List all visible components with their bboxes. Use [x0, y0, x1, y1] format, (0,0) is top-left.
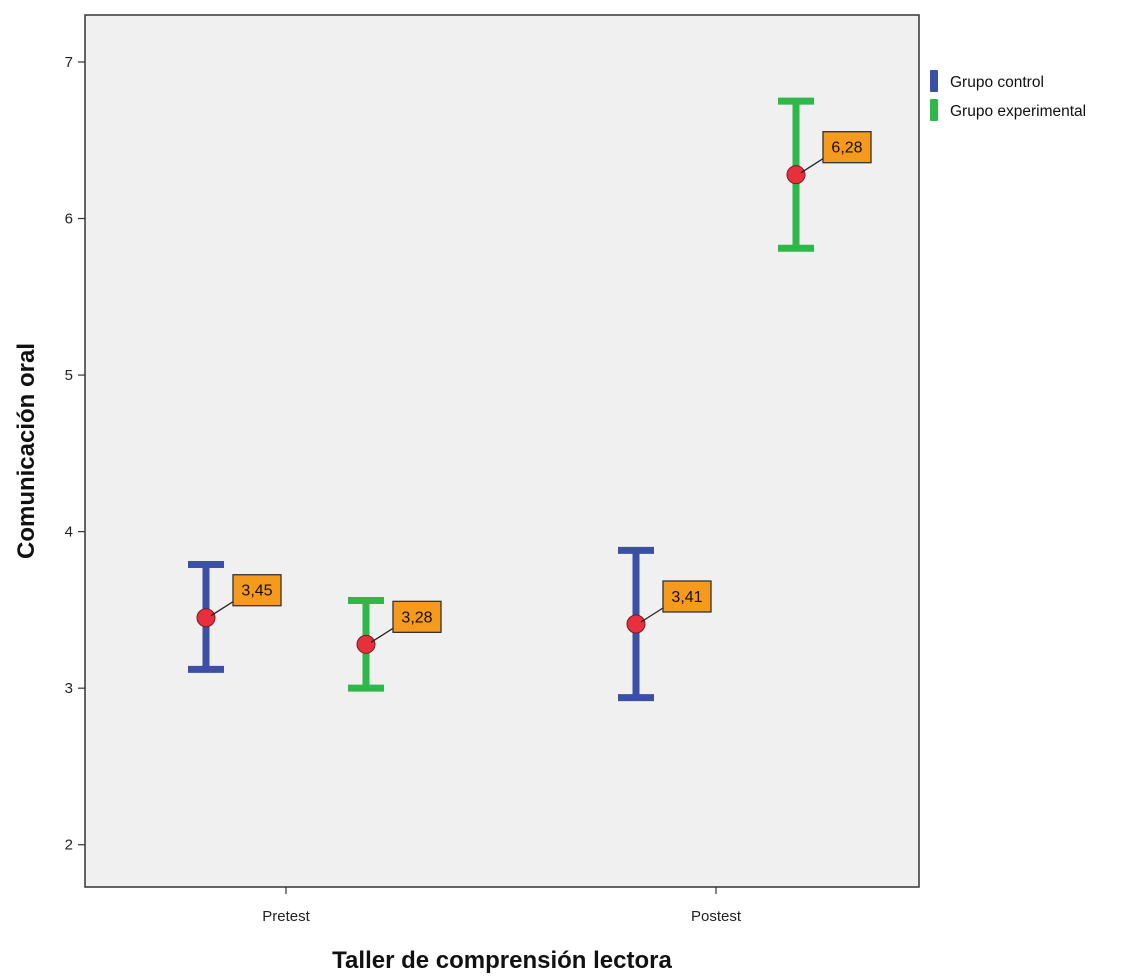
plot-area [84, 14, 920, 888]
legend-swatch-grupo-control [930, 70, 938, 92]
y-tick-label-5: 5 [65, 367, 73, 384]
data-label-grupo-experimental-pretest: 3,28 [370, 600, 442, 643]
error-bar-grupo-experimental-pretest [348, 597, 384, 692]
y-tick-label-2: 2 [65, 837, 73, 854]
legend-swatch-grupo-experimental [930, 99, 938, 121]
legend-label-grupo-experimental: Grupo experimental [950, 103, 1086, 120]
x-axis-title: Taller de comprensión lectora [332, 947, 672, 974]
y-tick-label-4: 4 [65, 524, 73, 541]
x-tick-label-postest: Postest [691, 908, 742, 925]
data-label-text: 3,28 [401, 609, 432, 626]
data-label-grupo-control-pretest: 3,45 [210, 574, 282, 617]
error-bar-grupo-control-pretest [188, 561, 224, 673]
error-bar-grupo-control-postest [618, 546, 654, 702]
data-label-leader [370, 627, 394, 643]
y-tick-label-3: 3 [65, 680, 73, 697]
mean-marker-grupo-control-pretest [196, 608, 216, 628]
error-bar-grupo-experimental-postest [778, 97, 814, 252]
legend[interactable]: Grupo control Grupo experimental [930, 70, 1086, 121]
data-label-leader [210, 601, 234, 617]
data-label-box [392, 600, 442, 633]
series-layer [188, 97, 814, 702]
x-tick-label-pretest: Pretest [262, 908, 310, 925]
y-axis: 2 3 4 5 6 7 [65, 54, 85, 854]
data-label-text: 3,41 [671, 589, 702, 606]
data-label-grupo-control-postest: 3,41 [640, 580, 712, 623]
x-axis: Pretest Postest [262, 887, 742, 925]
mean-marker-grupo-experimental-pretest [356, 634, 376, 654]
y-tick-label-6: 6 [65, 211, 73, 228]
data-label-box [822, 131, 872, 164]
data-label-text: 6,28 [831, 140, 862, 157]
data-label-box [662, 580, 712, 613]
data-label-leader [640, 607, 664, 623]
y-axis-title: Comunicación oral [13, 343, 40, 559]
data-label-grupo-experimental-postest: 6,28 [800, 131, 872, 174]
mean-marker-grupo-experimental-postest [786, 165, 806, 185]
data-labels-layer: 3,45 3,41 3,28 6,28 [210, 131, 872, 643]
data-label-text: 3,45 [241, 583, 272, 600]
data-label-leader [800, 158, 824, 174]
data-label-box [232, 574, 282, 607]
legend-label-grupo-control: Grupo control [950, 74, 1044, 91]
y-tick-label-7: 7 [65, 54, 73, 71]
mean-marker-grupo-control-postest [626, 614, 646, 634]
